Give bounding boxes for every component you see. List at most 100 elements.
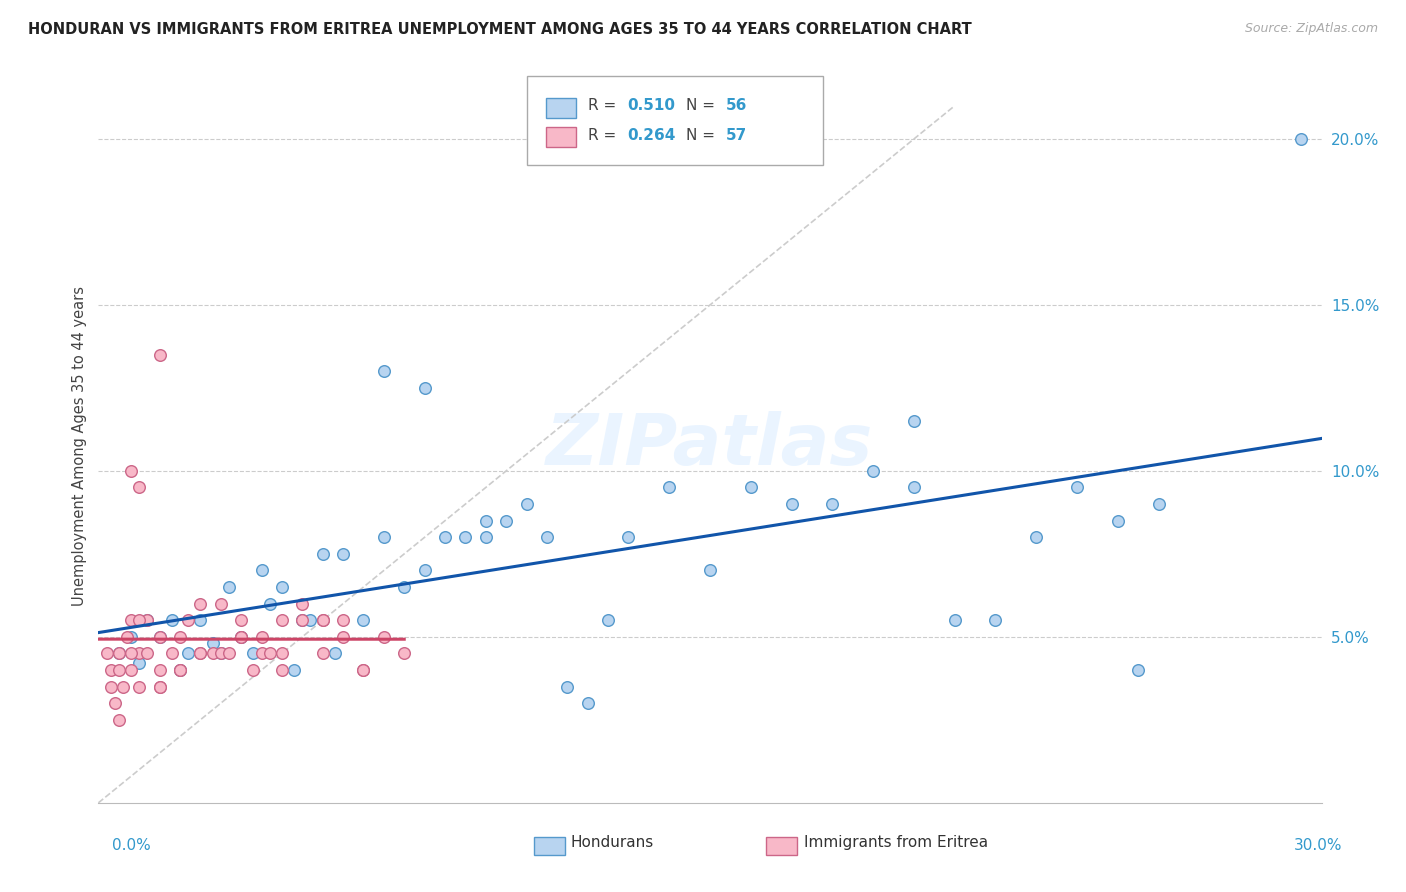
Point (169, 663, 191, 677)
Point (352, 663, 374, 677)
Point (128, 481, 150, 495)
Point (128, 657, 150, 671)
Point (392, 580, 416, 594)
Text: R =: R = (588, 128, 621, 143)
Point (658, 481, 681, 495)
Point (576, 696, 599, 710)
Point (1291, 132, 1313, 146)
Text: 0.510: 0.510 (627, 98, 675, 112)
Point (903, 414, 925, 428)
Point (160, 613, 183, 627)
Point (231, 613, 253, 627)
Point (903, 481, 925, 495)
Point (120, 613, 142, 627)
Point (291, 613, 314, 627)
Text: R =: R = (588, 98, 621, 112)
Point (111, 680, 134, 694)
Point (596, 613, 619, 627)
Point (555, 680, 579, 694)
Point (209, 647, 232, 661)
Point (617, 530, 640, 544)
Point (312, 647, 335, 661)
Point (332, 613, 354, 627)
Point (699, 564, 721, 578)
Point (149, 630, 172, 644)
Point (740, 481, 762, 495)
Point (188, 647, 212, 661)
Point (1147, 497, 1170, 511)
Point (209, 597, 232, 611)
Point (231, 630, 253, 644)
Point (128, 647, 150, 661)
Text: Hondurans: Hondurans (571, 836, 654, 850)
Point (413, 564, 436, 578)
Point (108, 647, 131, 661)
Text: Source: ZipAtlas.com: Source: ZipAtlas.com (1244, 22, 1378, 36)
Point (474, 514, 498, 528)
Text: Immigrants from Eritrea: Immigrants from Eritrea (804, 836, 988, 850)
Point (270, 613, 294, 627)
Text: 30.0%: 30.0% (1295, 838, 1343, 854)
Point (454, 530, 477, 544)
Point (352, 613, 374, 627)
Y-axis label: Unemployment Among Ages 35 to 44 years: Unemployment Among Ages 35 to 44 years (72, 286, 87, 606)
Point (259, 597, 281, 611)
Text: HONDURAN VS IMMIGRANTS FROM ERITREA UNEMPLOYMENT AMONG AGES 35 TO 44 YEARS CORRE: HONDURAN VS IMMIGRANTS FROM ERITREA UNEM… (28, 22, 972, 37)
Point (108, 713, 131, 727)
Point (120, 464, 142, 478)
Point (149, 348, 172, 362)
Point (209, 647, 232, 661)
Point (270, 663, 294, 677)
Point (201, 647, 224, 661)
Point (862, 464, 884, 478)
Point (821, 497, 844, 511)
Point (242, 647, 264, 661)
Point (120, 647, 142, 661)
Point (270, 647, 294, 661)
Point (392, 647, 416, 661)
Point (108, 647, 131, 661)
Point (291, 597, 314, 611)
Point (136, 613, 159, 627)
Point (149, 680, 172, 694)
Point (120, 663, 142, 677)
Point (270, 580, 294, 594)
Point (242, 663, 264, 677)
Point (352, 663, 374, 677)
Point (332, 547, 354, 561)
Point (218, 647, 240, 661)
Point (1066, 481, 1088, 495)
Point (160, 647, 183, 661)
Point (474, 530, 498, 544)
Point (373, 364, 395, 378)
Text: 0.264: 0.264 (627, 128, 675, 143)
Point (96, 647, 118, 661)
Point (149, 663, 172, 677)
Text: 57: 57 (725, 128, 747, 143)
Point (536, 530, 558, 544)
Point (177, 647, 200, 661)
Point (169, 663, 191, 677)
Text: N =: N = (686, 98, 720, 112)
Point (259, 647, 281, 661)
Point (177, 613, 200, 627)
Point (516, 497, 538, 511)
Point (100, 680, 122, 694)
Point (943, 613, 966, 627)
Point (984, 613, 1007, 627)
Point (188, 613, 212, 627)
Point (332, 630, 354, 644)
Point (218, 580, 240, 594)
Point (188, 647, 212, 661)
Point (115, 630, 138, 644)
Point (323, 647, 346, 661)
Point (149, 680, 172, 694)
Point (1128, 663, 1150, 677)
Point (780, 497, 803, 511)
Point (128, 613, 150, 627)
Point (231, 630, 253, 644)
Point (495, 514, 517, 528)
Point (413, 381, 436, 395)
Point (128, 680, 150, 694)
Point (104, 696, 127, 710)
